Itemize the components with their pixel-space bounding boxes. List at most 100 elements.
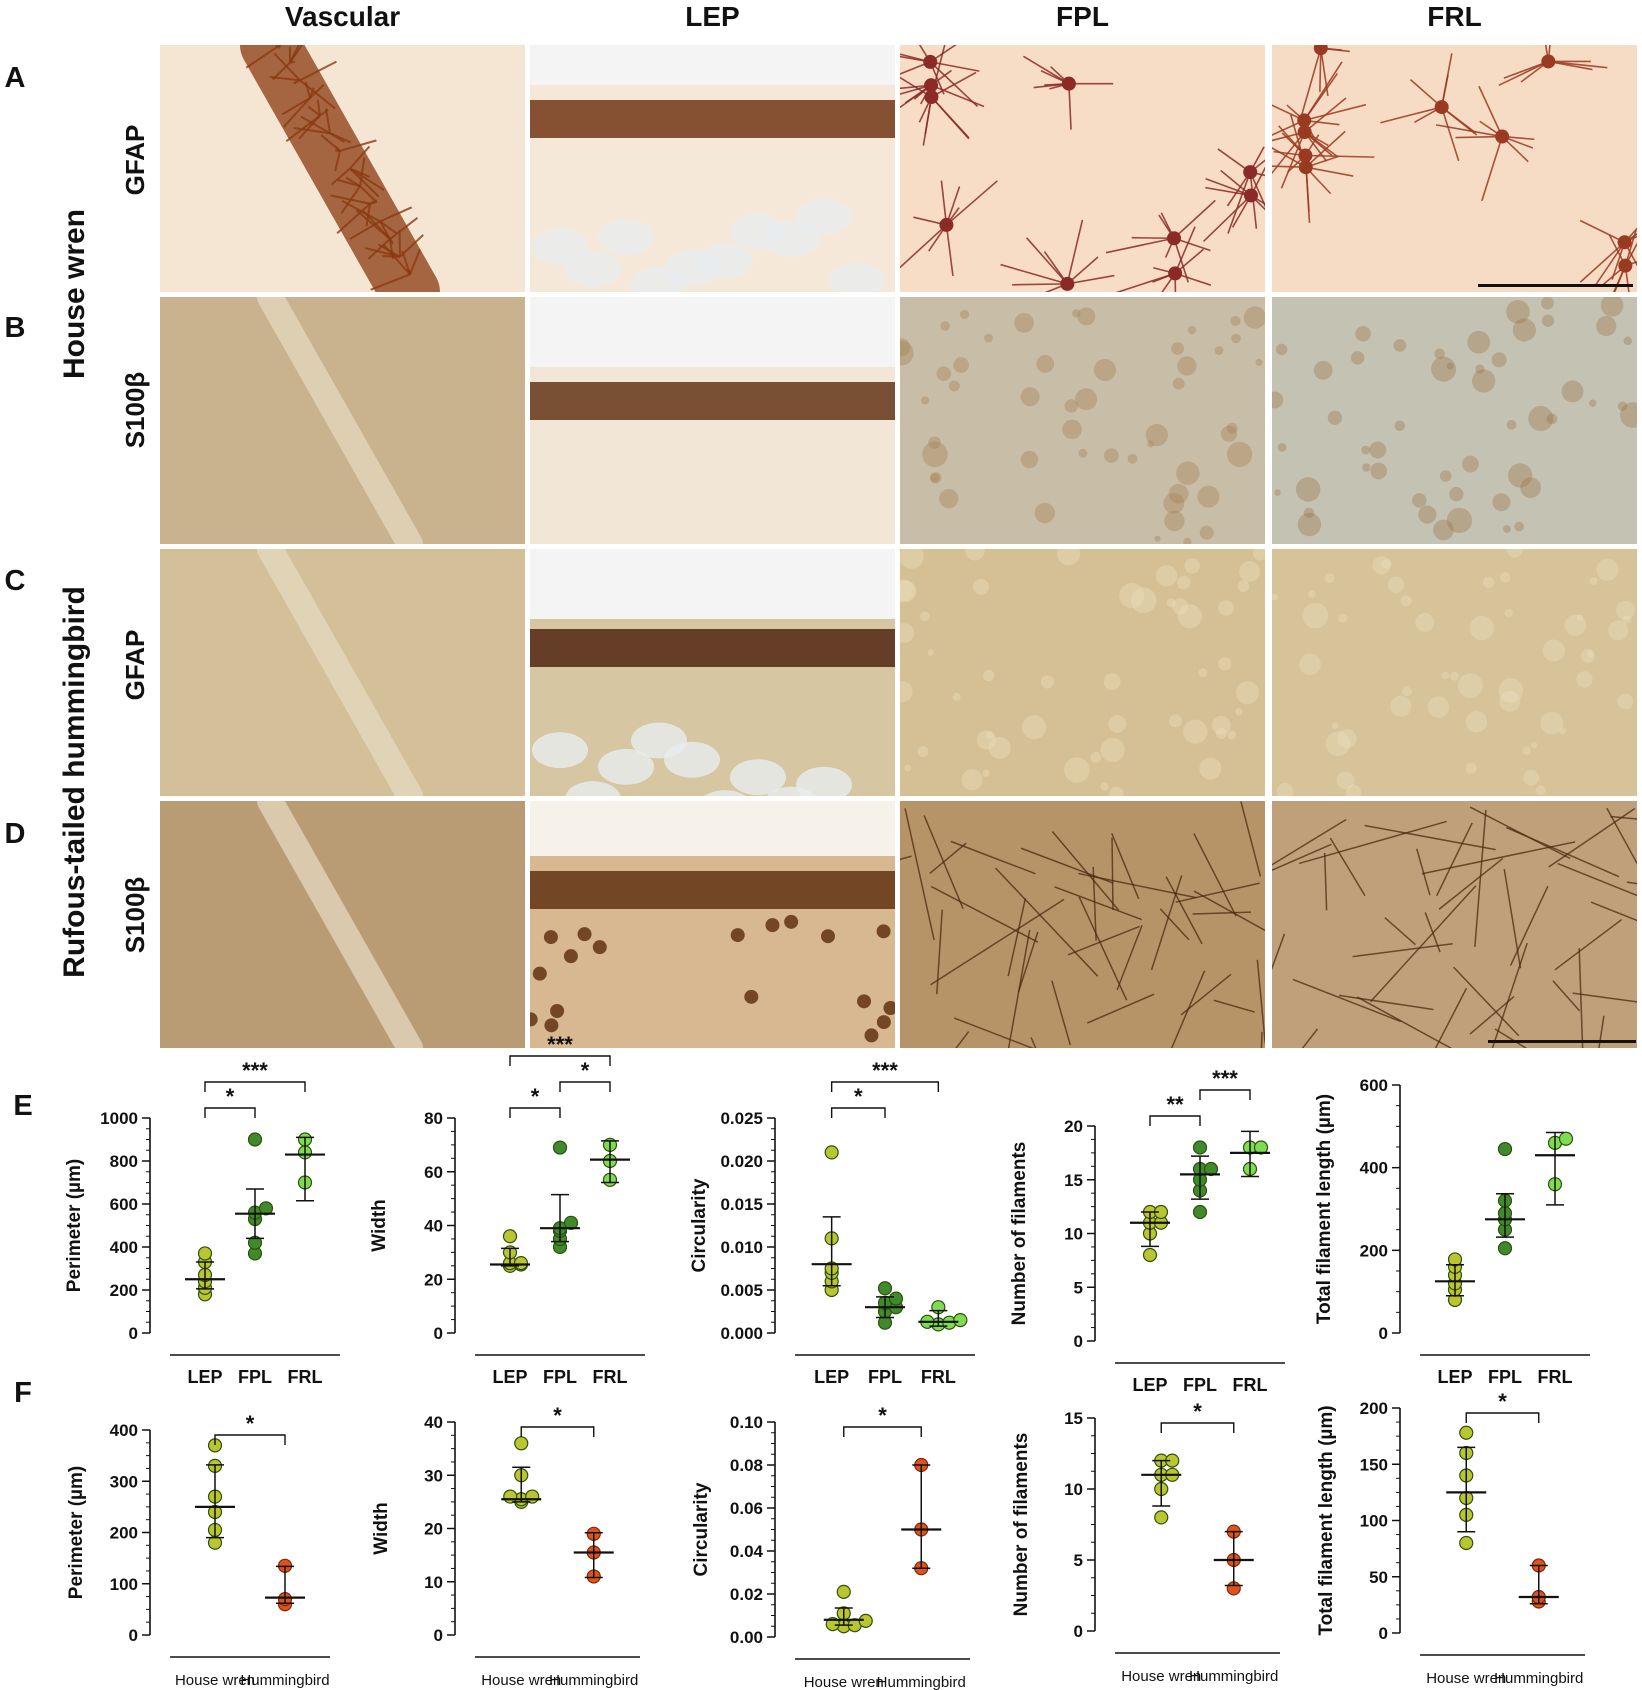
significance-label: * <box>226 1084 235 1109</box>
y-tick-label: 20 <box>424 1520 443 1539</box>
y-tick-label: 600 <box>110 1195 138 1214</box>
y-axis-label: Width <box>369 1199 390 1252</box>
data-point <box>1497 1241 1513 1256</box>
y-tick-label: 0 <box>129 1324 138 1343</box>
x-category-label: Hummingbird <box>1189 1668 1278 1685</box>
y-tick-label: 0 <box>1074 1332 1083 1351</box>
x-category-label: FPL <box>543 1367 577 1387</box>
significance-bracket <box>843 1426 922 1437</box>
data-point <box>247 1132 263 1147</box>
y-tick-label: 5 <box>1074 1551 1083 1570</box>
data-point <box>1459 1425 1474 1440</box>
y-tick-label: 0.015 <box>720 1195 763 1214</box>
y-axis-label: Perimeter (µm) <box>66 1466 87 1599</box>
x-category-label: FRL <box>288 1367 323 1387</box>
significance-bracket <box>1160 1422 1235 1433</box>
y-tick-label: 600 <box>1360 1076 1388 1095</box>
micrograph-d-vascular <box>160 801 525 1048</box>
y-tick-label: 0 <box>434 1324 443 1343</box>
y-tick-label: 0.025 <box>720 1109 763 1128</box>
y-axis-label: Number of filaments <box>1009 1142 1030 1326</box>
micrograph-b-lep <box>530 297 895 544</box>
y-tick-label: 200 <box>110 1281 138 1300</box>
micrograph-a-vascular <box>160 45 525 292</box>
y-tick-label: 15 <box>1064 1171 1083 1190</box>
data-point <box>197 1246 213 1261</box>
micrograph-c-frl <box>1272 549 1637 796</box>
y-tick-label: 150 <box>1360 1455 1388 1474</box>
micrograph-a-frl <box>1272 45 1637 292</box>
x-category-label: FRL <box>1233 1375 1268 1395</box>
significance-bracket <box>509 1107 561 1118</box>
row-letter-c: C <box>4 565 26 597</box>
micrograph-d-frl <box>1272 801 1637 1048</box>
significance-bracket <box>204 1107 256 1118</box>
y-tick-label: 200 <box>1360 1241 1388 1260</box>
x-category-label: Hummingbird <box>1494 1670 1583 1687</box>
significance-bracket <box>204 1081 306 1092</box>
x-category-label: FPL <box>868 1367 902 1387</box>
significance-label: *** <box>547 1032 573 1057</box>
y-tick-label: 15 <box>1064 1409 1083 1428</box>
y-axis-label: Circularity <box>689 1178 710 1272</box>
data-point <box>1253 1140 1269 1155</box>
significance-label: * <box>553 1403 562 1428</box>
data-point <box>1497 1141 1513 1157</box>
y-axis-label: Perimeter (µm) <box>64 1159 85 1292</box>
y-tick-label: 0.04 <box>730 1542 764 1561</box>
x-category-label: LEP <box>814 1367 849 1387</box>
x-category-label: FPL <box>238 1367 272 1387</box>
y-tick-label: 0.10 <box>730 1413 763 1432</box>
data-point <box>1203 1161 1219 1177</box>
significance-bracket <box>1199 1089 1251 1100</box>
data-point <box>953 1312 968 1328</box>
significance-label: *** <box>242 1058 268 1083</box>
micrograph-a-fpl <box>900 45 1265 292</box>
y-tick-label: 50 <box>1369 1568 1388 1587</box>
x-category-label: LEP <box>1437 1367 1472 1387</box>
column-header-fpl: FPL <box>1056 1 1109 32</box>
x-category-label: LEP <box>492 1367 527 1387</box>
y-tick-label: 0 <box>1074 1622 1083 1641</box>
y-tick-label: 80 <box>424 1109 443 1128</box>
y-tick-label: 400 <box>1360 1159 1388 1178</box>
x-category-label: FRL <box>921 1367 956 1387</box>
micrograph-d-fpl <box>900 801 1265 1048</box>
data-point <box>1459 1535 1474 1551</box>
y-tick-label: 40 <box>424 1413 443 1432</box>
y-axis-label: Circularity <box>691 1482 712 1576</box>
significance-label: * <box>1498 1389 1507 1414</box>
significance-bracket <box>1465 1412 1540 1423</box>
data-point <box>563 1215 579 1230</box>
y-tick-label: 0.020 <box>720 1152 763 1171</box>
x-category-label: House wren <box>175 1672 255 1689</box>
y-tick-label: 0.005 <box>720 1281 763 1300</box>
significance-bracket <box>214 1434 286 1445</box>
y-tick-label: 400 <box>110 1421 138 1440</box>
y-tick-label: 0.010 <box>720 1238 763 1257</box>
scale-bar-bottom <box>1488 1040 1636 1043</box>
data-point <box>1192 1204 1208 1220</box>
micrograph-b-frl <box>1272 297 1637 544</box>
significance-bracket <box>559 1081 611 1092</box>
data-point <box>552 1140 568 1155</box>
x-category-label: FPL <box>1488 1367 1522 1387</box>
y-tick-label: 100 <box>1360 1512 1388 1531</box>
significance-label: * <box>531 1084 540 1109</box>
micrograph-a-lep <box>530 45 895 292</box>
x-category-label: FRL <box>1538 1367 1573 1387</box>
significance-label: * <box>878 1403 887 1428</box>
data-point <box>824 1145 839 1160</box>
column-header-lep: LEP <box>685 1 740 32</box>
y-tick-label: 200 <box>110 1524 138 1543</box>
significance-label: * <box>854 1084 863 1109</box>
y-tick-label: 0.08 <box>730 1456 763 1475</box>
y-tick-label: 0 <box>1379 1324 1388 1343</box>
data-point <box>836 1584 851 1599</box>
